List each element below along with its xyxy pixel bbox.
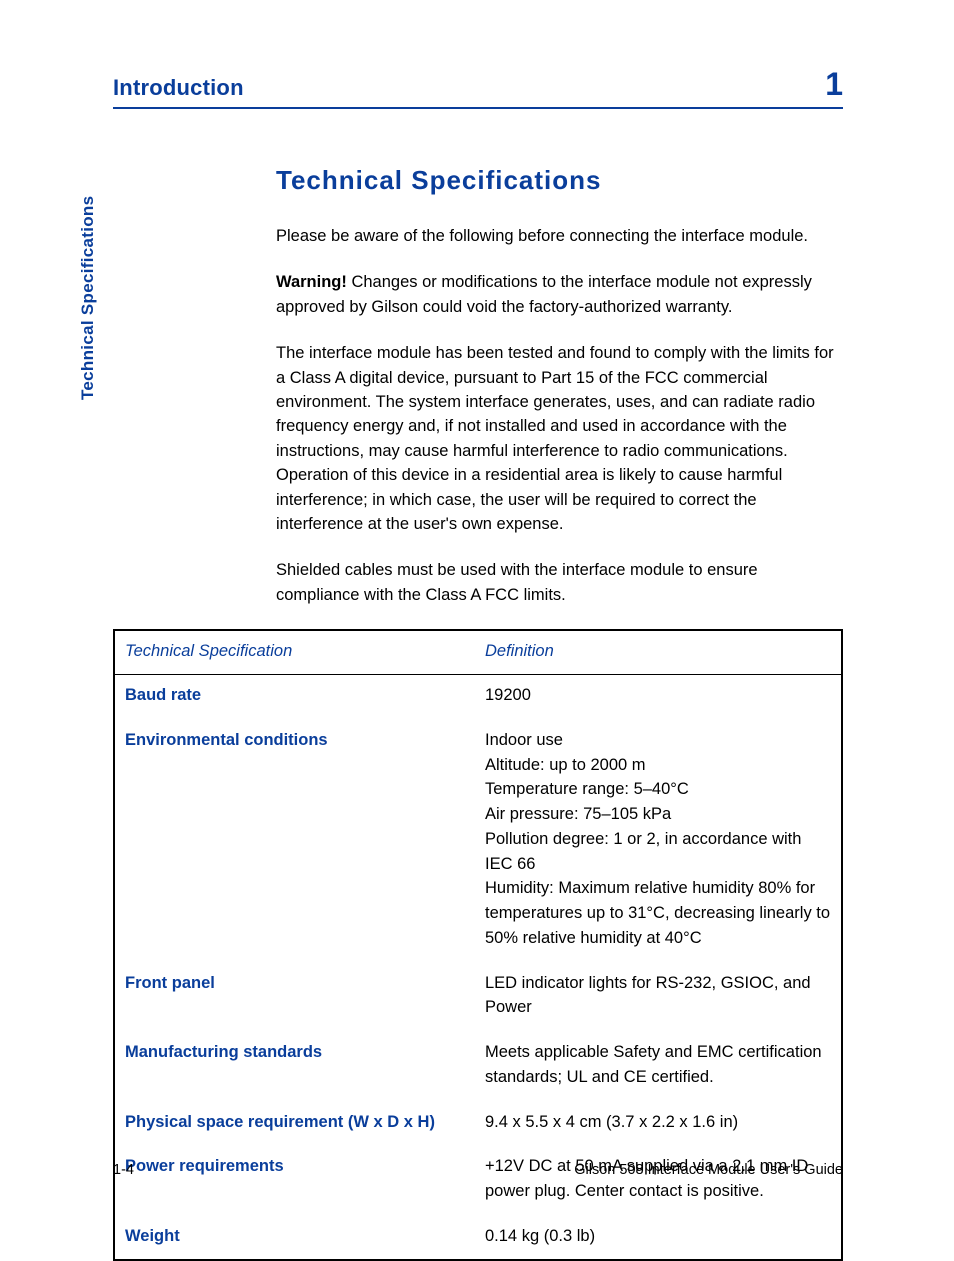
side-tab: Technical Specifications xyxy=(78,400,282,420)
spec-label: Physical space requirement (W x D x H) xyxy=(115,1100,475,1145)
warning-paragraph: Warning! Changes or modifications to the… xyxy=(276,270,843,319)
spec-value: 9.4 x 5.5 x 4 cm (3.7 x 2.2 x 1.6 in) xyxy=(475,1100,841,1145)
section-title: Technical Specifications xyxy=(276,165,843,196)
fcc-paragraph: The interface module has been tested and… xyxy=(276,341,843,536)
chapter-number: 1 xyxy=(825,68,843,100)
spec-value: 0.14 kg (0.3 lb) xyxy=(475,1214,841,1259)
shielded-cables-paragraph: Shielded cables must be used with the in… xyxy=(276,558,843,607)
spec-value: +12V DC at 50 mA supplied via a 2.1 mm I… xyxy=(475,1144,841,1214)
footer-doc-title: Gilson 508 Interface Module User's Guide xyxy=(574,1162,843,1178)
table-header-def: Definition xyxy=(475,631,841,675)
table-row: Manufacturing standardsMeets applicable … xyxy=(115,1030,841,1100)
intro-paragraph: Please be aware of the following before … xyxy=(276,224,843,248)
side-tab-label: Technical Specifications xyxy=(78,196,98,400)
spec-label: Power requirements xyxy=(115,1144,475,1214)
spec-label: Environmental conditions xyxy=(115,718,475,961)
footer-page-number: 1-4 xyxy=(113,1162,134,1178)
table-row: Weight0.14 kg (0.3 lb) xyxy=(115,1214,841,1259)
spec-value: Indoor useAltitude: up to 2000 mTemperat… xyxy=(475,718,841,961)
running-header: Introduction 1 xyxy=(113,68,843,109)
table-header-spec: Technical Specification xyxy=(115,631,475,675)
warning-text: Changes or modifications to the interfac… xyxy=(276,273,812,315)
spec-value: Meets applicable Safety and EMC certific… xyxy=(475,1030,841,1100)
spec-label: Manufacturing standards xyxy=(115,1030,475,1100)
body-column: Technical Specifications Please be aware… xyxy=(276,165,843,607)
page-content: Introduction 1 Technical Specifications … xyxy=(113,68,843,1261)
table-row: Physical space requirement (W x D x H)9.… xyxy=(115,1100,841,1145)
table-row: Front panelLED indicator lights for RS-2… xyxy=(115,961,841,1031)
table-row: Power requirements+12V DC at 50 mA suppl… xyxy=(115,1144,841,1214)
page-footer: 1-4 Gilson 508 Interface Module User's G… xyxy=(113,1162,843,1178)
table-row: Baud rate19200 xyxy=(115,675,841,718)
table-header-row: Technical Specification Definition xyxy=(115,631,841,675)
spec-label: Front panel xyxy=(115,961,475,1031)
chapter-title: Introduction xyxy=(113,75,244,101)
table-row: Environmental conditionsIndoor useAltitu… xyxy=(115,718,841,961)
spec-value: 19200 xyxy=(475,675,841,718)
warning-label: Warning! xyxy=(276,273,347,291)
spec-value: LED indicator lights for RS-232, GSIOC, … xyxy=(475,961,841,1031)
spec-label: Weight xyxy=(115,1214,475,1259)
spec-label: Baud rate xyxy=(115,675,475,718)
